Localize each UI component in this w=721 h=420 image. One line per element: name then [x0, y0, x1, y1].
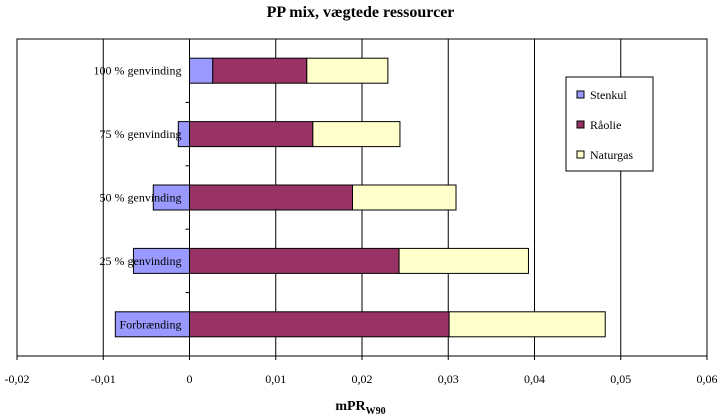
x-tick-label: -0,01 — [91, 372, 116, 386]
chart-title: PP mix, vægtede ressourcer — [266, 4, 455, 21]
legend-label: Råolie — [590, 118, 621, 132]
x-tick-label: 0,04 — [524, 372, 545, 386]
x-tick-label: 0,03 — [438, 372, 459, 386]
legend-swatch — [576, 90, 585, 99]
x-axis-title: mPRW90 — [335, 399, 386, 417]
labels: -0,02 -0,01 0 0,01 0,02 0,03 0,04 0,05 0,06 100 %… — [5, 64, 718, 386]
category-label: 25 % genvinding — [100, 254, 182, 268]
x-tick-label: 0,06 — [697, 372, 718, 386]
category-label: 75 % genvinding — [100, 127, 182, 141]
bar-r-olie — [189, 121, 314, 148]
bars — [114, 57, 606, 338]
bar-stenkul — [189, 57, 214, 84]
category-label: Forbrænding — [119, 317, 181, 331]
category-label: 100 % genvinding — [94, 64, 182, 78]
bar-naturgas — [398, 247, 529, 274]
x-tick-label: 0 — [187, 372, 193, 386]
bar-r-olie — [212, 57, 308, 84]
x-tick-label: 0,01 — [265, 372, 286, 386]
legend: Stenkul Råolie Naturgas — [565, 76, 654, 172]
legend-label: Naturgas — [590, 148, 633, 162]
bar-stenkul — [152, 184, 190, 211]
x-tick-label: 0,05 — [610, 372, 631, 386]
x-tick-label: -0,02 — [5, 372, 30, 386]
bar-naturgas — [352, 184, 457, 211]
category-label: 50 % genvinding — [100, 191, 182, 205]
legend-swatch — [576, 120, 585, 129]
bar-naturgas — [312, 121, 401, 148]
bar-naturgas — [306, 57, 389, 84]
axes — [16, 38, 708, 360]
bar-naturgas — [448, 311, 606, 338]
bar-r-olie — [189, 184, 354, 211]
legend-swatch — [576, 150, 585, 159]
bar-r-olie — [189, 247, 400, 274]
bar-r-olie — [189, 311, 450, 338]
bar-stenkul — [114, 311, 190, 338]
legend-label: Stenkul — [590, 88, 627, 102]
x-tick-label: 0,02 — [352, 372, 373, 386]
